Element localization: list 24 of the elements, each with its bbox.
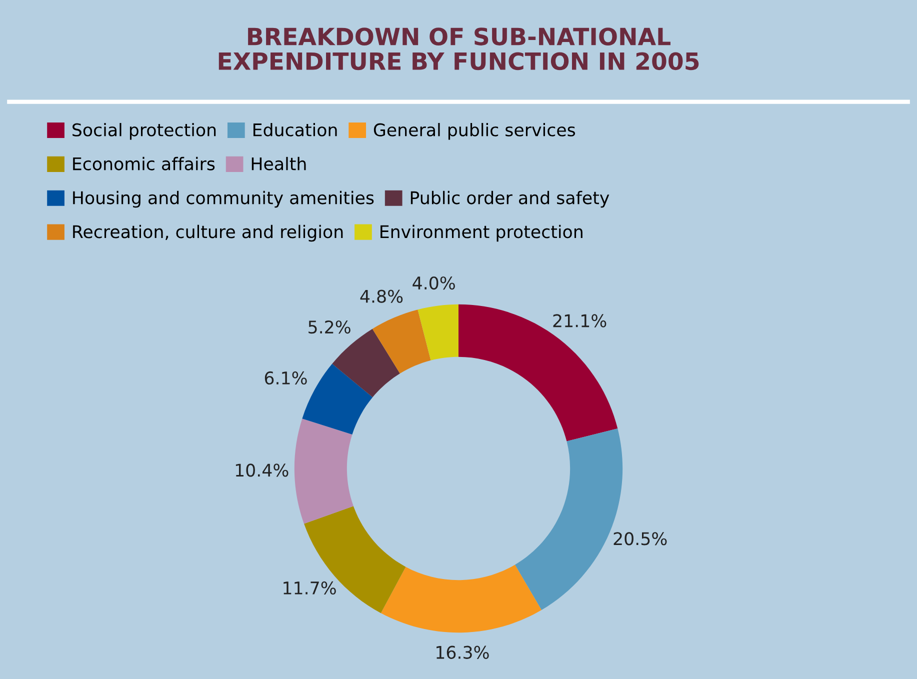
donut-slice (458, 304, 618, 442)
data-label: 6.1% (264, 371, 307, 385)
donut-slice (372, 310, 431, 374)
legend-label: Environment protection (380, 224, 582, 242)
donut-slice (380, 564, 542, 633)
data-label: 4.0% (412, 276, 455, 290)
legend-label: Economic affairs (73, 156, 215, 170)
data-label: 20.5% (614, 532, 667, 546)
data-label: 16.3% (436, 646, 489, 659)
legend-label: Education (254, 122, 337, 136)
legend-label: Recreation, culture and religion (73, 224, 343, 242)
legend-label: Social protection (72, 122, 216, 140)
donut-slice (418, 304, 458, 360)
data-label: 10.4% (236, 464, 288, 477)
data-label: 21.1% (553, 314, 606, 328)
data-label: 5.2% (308, 320, 350, 334)
data-label: 4.8% (360, 290, 403, 303)
data-label: 11.7% (284, 581, 336, 595)
legend-label: Health (252, 156, 306, 170)
chart-title: BREAKDOWN OF SUB-NATIONAL EXPENDITURE BY FUNCTION IN 2005 (218, 28, 699, 70)
legend-label: Public order and safety (410, 190, 610, 208)
legend-label: Housing and community amenities (73, 190, 374, 208)
donut-slice (294, 418, 354, 524)
legend-label: General public services (374, 122, 576, 140)
